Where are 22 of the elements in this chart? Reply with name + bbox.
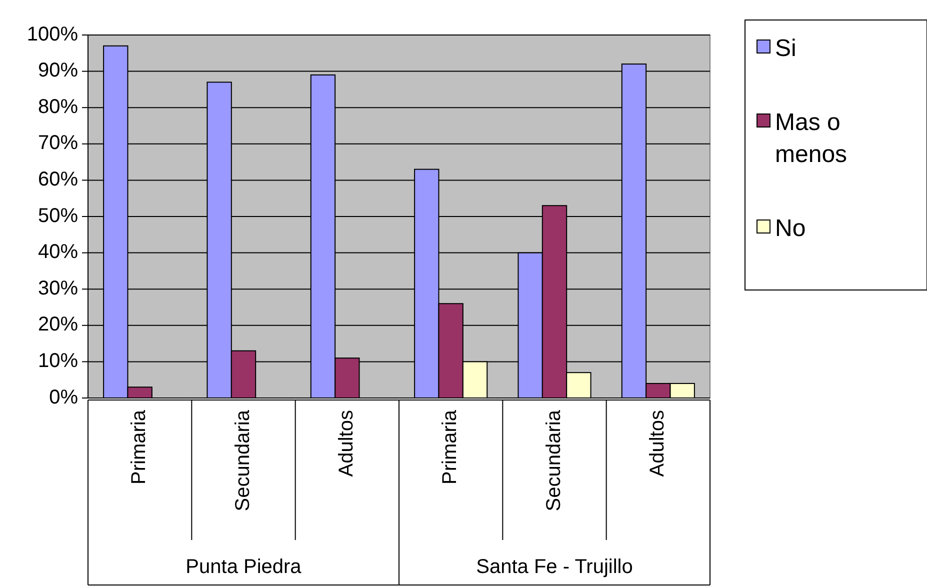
x-tick-label: Secundaria [232, 409, 254, 512]
x-tick-label: Secundaria [542, 409, 565, 512]
x-tick-label: Primaria [128, 409, 150, 484]
y-tick-label: 90% [38, 60, 78, 82]
y-tick-label: 80% [38, 96, 78, 118]
x-tick-label: Adultos [335, 410, 358, 477]
legend-label: No [775, 215, 806, 242]
y-tick-label: 20% [38, 314, 78, 336]
legend-label: Mas o menos [775, 109, 848, 168]
text: Santa Fe - Trujillo [476, 556, 633, 578]
x-tick-label: Primaria [439, 409, 462, 484]
legend-label: Si [775, 35, 796, 62]
y-tick-label: 10% [38, 350, 78, 372]
x-tick-label: Adultos [646, 410, 668, 477]
y-tick-label: 100% [26, 23, 78, 46]
y-tick-label: 0% [49, 386, 78, 408]
y-tick-label: 70% [38, 132, 78, 154]
y-tick-label: 40% [38, 241, 78, 264]
y-tick-label: 30% [38, 277, 78, 300]
y-tick-label: 60% [38, 168, 78, 190]
y-tick-label: 50% [38, 204, 78, 227]
text: Punta Piedra [186, 556, 302, 578]
